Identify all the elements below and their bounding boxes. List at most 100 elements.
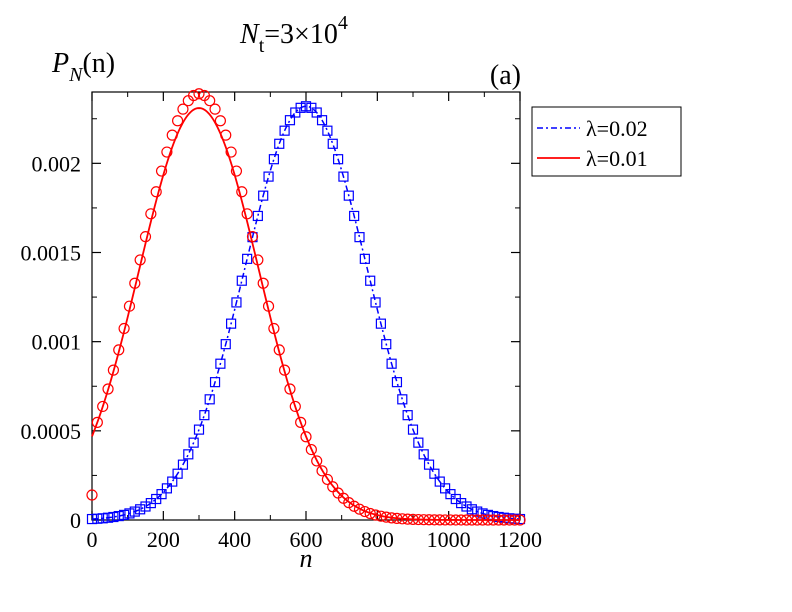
data-point xyxy=(258,190,269,201)
data-point xyxy=(466,504,477,515)
data-point xyxy=(268,154,279,165)
x-tick-label: 0 xyxy=(87,527,98,552)
data-point xyxy=(92,513,103,524)
data-point xyxy=(161,483,172,494)
data-point xyxy=(300,101,312,112)
data-point xyxy=(226,318,237,329)
data-point xyxy=(209,103,221,115)
data-point xyxy=(172,115,184,127)
data-point xyxy=(118,509,130,520)
data-point xyxy=(166,129,178,141)
legend-frame xyxy=(531,106,682,177)
x-axis-title: n xyxy=(300,544,313,573)
x-tick-label: 800 xyxy=(361,527,394,552)
data-point xyxy=(268,322,280,335)
data-point xyxy=(391,512,403,525)
data-point xyxy=(413,437,424,448)
data-point xyxy=(107,364,120,376)
legend: λ=0.02 λ=0.01 xyxy=(531,106,682,177)
data-point xyxy=(381,339,392,350)
data-point xyxy=(177,103,189,115)
data-point xyxy=(129,277,141,289)
data-point xyxy=(135,504,146,515)
y-tick-label: 0.0005 xyxy=(21,419,82,444)
x-tick-label: 1200 xyxy=(498,527,542,552)
data-point xyxy=(348,500,360,512)
data-point xyxy=(316,115,328,126)
data-point xyxy=(477,508,488,519)
data-point xyxy=(113,344,125,356)
data-point xyxy=(305,443,317,456)
data-point xyxy=(123,300,136,312)
data-point xyxy=(193,88,205,100)
data-point xyxy=(423,514,435,526)
data-point xyxy=(97,513,108,524)
data-point xyxy=(161,146,173,158)
data-point xyxy=(514,514,526,526)
data-point xyxy=(262,300,275,312)
legend-label-lambda-001: λ=0.01 xyxy=(586,146,648,171)
data-point xyxy=(412,513,424,526)
data-point xyxy=(364,507,376,520)
data-point xyxy=(418,449,429,460)
data-point xyxy=(386,512,398,524)
data-point xyxy=(338,171,349,182)
data-point xyxy=(209,377,221,388)
data-point xyxy=(183,449,194,460)
data-point xyxy=(236,275,247,286)
y-tick-label: 0.002 xyxy=(32,151,82,176)
data-point xyxy=(311,455,323,467)
data-point xyxy=(375,510,387,522)
data-point xyxy=(172,468,183,479)
x-tick-label: 400 xyxy=(218,527,251,552)
data-point xyxy=(167,476,178,487)
data-point xyxy=(156,489,167,500)
data-point xyxy=(444,514,457,526)
data-point xyxy=(509,514,521,526)
data-point xyxy=(311,107,322,118)
data-point xyxy=(188,437,199,448)
series-layer xyxy=(86,88,526,526)
data-point xyxy=(439,514,451,526)
data-point xyxy=(215,358,226,369)
data-point xyxy=(327,138,338,149)
data-point xyxy=(375,318,386,329)
data-point xyxy=(354,232,365,243)
data-point xyxy=(279,364,291,376)
data-point xyxy=(124,508,135,519)
data-point xyxy=(460,514,473,526)
data-point xyxy=(349,210,360,222)
data-point xyxy=(118,322,130,335)
data-point xyxy=(252,210,263,222)
data-point xyxy=(482,514,494,526)
data-point xyxy=(177,459,189,470)
data-point xyxy=(295,102,306,113)
data-point xyxy=(487,514,499,526)
data-point xyxy=(263,171,274,182)
data-point xyxy=(134,254,146,266)
data-point xyxy=(97,400,109,413)
data-point xyxy=(343,190,354,201)
data-point xyxy=(429,468,440,479)
data-point xyxy=(155,165,168,177)
series-0 xyxy=(86,101,526,525)
chart-title: Nt=3×104 xyxy=(239,12,348,57)
data-point xyxy=(471,514,483,526)
data-point xyxy=(434,514,446,526)
data-point xyxy=(242,253,253,264)
data-point xyxy=(236,186,248,198)
data-point xyxy=(359,253,370,264)
data-point xyxy=(498,514,510,526)
data-point xyxy=(386,358,397,369)
data-point xyxy=(322,125,333,136)
data-point xyxy=(108,511,119,523)
series-line xyxy=(91,105,521,520)
data-point xyxy=(380,511,392,523)
data-point xyxy=(284,115,296,126)
data-point xyxy=(241,208,253,220)
data-point xyxy=(428,514,440,526)
data-point xyxy=(86,489,98,501)
data-point xyxy=(295,416,307,428)
data-point xyxy=(476,514,489,526)
